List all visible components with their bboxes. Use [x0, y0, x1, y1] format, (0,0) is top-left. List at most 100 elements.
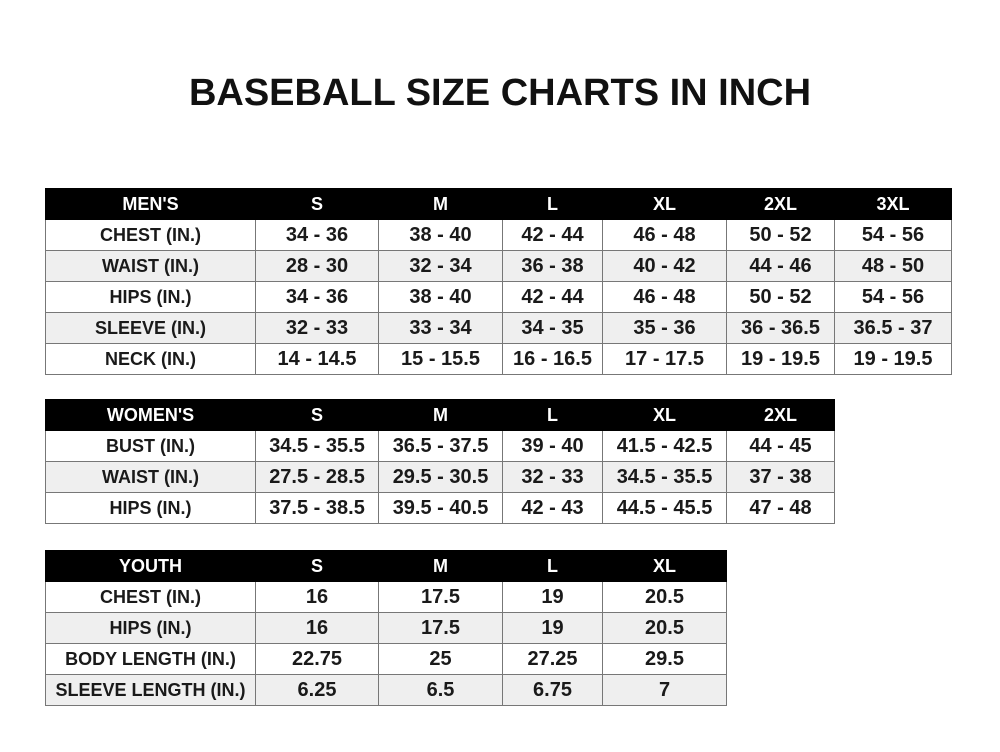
size-value: 37 - 38	[726, 461, 835, 493]
size-header: M	[378, 550, 503, 582]
size-value: 20.5	[602, 612, 727, 644]
table-row: CHEST (IN.) 34 - 36 38 - 40 42 - 44 46 - 48 5…	[45, 219, 952, 251]
size-value: 19 - 19.5	[726, 343, 835, 375]
size-value: 7	[602, 674, 727, 706]
measurement-label: NECK (IN.)	[45, 343, 256, 375]
table-row: SLEEVE LENGTH (IN.) 6.25 6.5 6.75 7	[45, 674, 727, 706]
category-header: WOMEN'S	[45, 399, 256, 431]
size-value: 35 - 36	[602, 312, 727, 344]
table-row: CHEST (IN.) 16 17.5 19 20.5	[45, 581, 727, 613]
measurement-label: SLEEVE LENGTH (IN.)	[45, 674, 256, 706]
size-value: 19 - 19.5	[834, 343, 952, 375]
table-row: WAIST (IN.) 27.5 - 28.5 29.5 - 30.5 32 - 33…	[45, 461, 835, 493]
size-value: 50 - 52	[726, 281, 835, 313]
size-value: 14 - 14.5	[255, 343, 379, 375]
size-value: 36 - 38	[502, 250, 603, 282]
size-value: 6.5	[378, 674, 503, 706]
measurement-label: HIPS (IN.)	[45, 492, 256, 524]
size-value: 16 - 16.5	[502, 343, 603, 375]
measurement-label: CHEST (IN.)	[45, 219, 256, 251]
size-value: 34 - 35	[502, 312, 603, 344]
size-value: 44 - 46	[726, 250, 835, 282]
size-value: 32 - 34	[378, 250, 503, 282]
size-value: 38 - 40	[378, 281, 503, 313]
size-value: 46 - 48	[602, 281, 727, 313]
size-value: 6.25	[255, 674, 379, 706]
size-value: 27.25	[502, 643, 603, 675]
measurement-label: HIPS (IN.)	[45, 612, 256, 644]
size-value: 6.75	[502, 674, 603, 706]
size-header: S	[255, 399, 379, 431]
size-value: 42 - 44	[502, 281, 603, 313]
size-header: 2XL	[726, 188, 835, 220]
size-header: M	[378, 188, 503, 220]
size-value: 22.75	[255, 643, 379, 675]
size-value: 46 - 48	[602, 219, 727, 251]
size-value: 40 - 42	[602, 250, 727, 282]
size-value: 47 - 48	[726, 492, 835, 524]
measurement-label: SLEEVE (IN.)	[45, 312, 256, 344]
size-header: XL	[602, 550, 727, 582]
measurement-label: WAIST (IN.)	[45, 250, 256, 282]
size-value: 34 - 36	[255, 219, 379, 251]
size-value: 36.5 - 37.5	[378, 430, 503, 462]
size-header: S	[255, 550, 379, 582]
size-header: XL	[602, 188, 727, 220]
table-header-row: YOUTH S M L XL	[45, 550, 727, 582]
table-row: BODY LENGTH (IN.) 22.75 25 27.25 29.5	[45, 643, 727, 675]
page-title: BASEBALL SIZE CHARTS IN INCH	[188, 72, 812, 114]
size-value: 34.5 - 35.5	[255, 430, 379, 462]
size-value: 54 - 56	[834, 281, 952, 313]
mens-size-table: MEN'S S M L XL 2XL 3XL CHEST (IN.) 34 - 36 38 - 4…	[45, 188, 952, 375]
size-value: 41.5 - 42.5	[602, 430, 727, 462]
size-value: 16	[255, 612, 379, 644]
table-row: NECK (IN.) 14 - 14.5 15 - 15.5 16 - 16.5 17 …	[45, 343, 952, 375]
table-row: BUST (IN.) 34.5 - 35.5 36.5 - 37.5 39 - 40 4…	[45, 430, 835, 462]
size-value: 29.5	[602, 643, 727, 675]
size-header: 2XL	[726, 399, 835, 431]
size-header: L	[502, 550, 603, 582]
size-value: 28 - 30	[255, 250, 379, 282]
measurement-label: HIPS (IN.)	[45, 281, 256, 313]
category-header: MEN'S	[45, 188, 256, 220]
size-value: 32 - 33	[502, 461, 603, 493]
table-header-row: MEN'S S M L XL 2XL 3XL	[45, 188, 952, 220]
size-value: 42 - 44	[502, 219, 603, 251]
size-value: 33 - 34	[378, 312, 503, 344]
size-value: 27.5 - 28.5	[255, 461, 379, 493]
size-value: 17 - 17.5	[602, 343, 727, 375]
measurement-label: WAIST (IN.)	[45, 461, 256, 493]
table-row: SLEEVE (IN.) 32 - 33 33 - 34 34 - 35 35 - 36…	[45, 312, 952, 344]
table-header-row: WOMEN'S S M L XL 2XL	[45, 399, 835, 431]
size-header: XL	[602, 399, 727, 431]
size-value: 44.5 - 45.5	[602, 492, 727, 524]
size-value: 17.5	[378, 581, 503, 613]
size-value: 25	[378, 643, 503, 675]
size-header: 3XL	[834, 188, 952, 220]
size-value: 29.5 - 30.5	[378, 461, 503, 493]
size-value: 42 - 43	[502, 492, 603, 524]
measurement-label: BUST (IN.)	[45, 430, 256, 462]
size-value: 19	[502, 612, 603, 644]
size-value: 54 - 56	[834, 219, 952, 251]
size-header: L	[502, 399, 603, 431]
size-value: 16	[255, 581, 379, 613]
youth-size-table: YOUTH S M L XL CHEST (IN.) 16 17.5 19 20.5 HIPS (I…	[45, 550, 727, 706]
table-row: WAIST (IN.) 28 - 30 32 - 34 36 - 38 40 - 42 4…	[45, 250, 952, 282]
size-value: 38 - 40	[378, 219, 503, 251]
size-value: 36.5 - 37	[834, 312, 952, 344]
measurement-label: BODY LENGTH (IN.)	[45, 643, 256, 675]
size-header: S	[255, 188, 379, 220]
size-value: 17.5	[378, 612, 503, 644]
womens-size-table: WOMEN'S S M L XL 2XL BUST (IN.) 34.5 - 35.5 36.5…	[45, 399, 835, 524]
size-value: 19	[502, 581, 603, 613]
category-header: YOUTH	[45, 550, 256, 582]
table-row: HIPS (IN.) 37.5 - 38.5 39.5 - 40.5 42 - 43 4…	[45, 492, 835, 524]
size-value: 34 - 36	[255, 281, 379, 313]
size-header: M	[378, 399, 503, 431]
size-header: L	[502, 188, 603, 220]
size-value: 44 - 45	[726, 430, 835, 462]
table-row: HIPS (IN.) 34 - 36 38 - 40 42 - 44 46 - 48 50…	[45, 281, 952, 313]
size-value: 37.5 - 38.5	[255, 492, 379, 524]
size-value: 36 - 36.5	[726, 312, 835, 344]
